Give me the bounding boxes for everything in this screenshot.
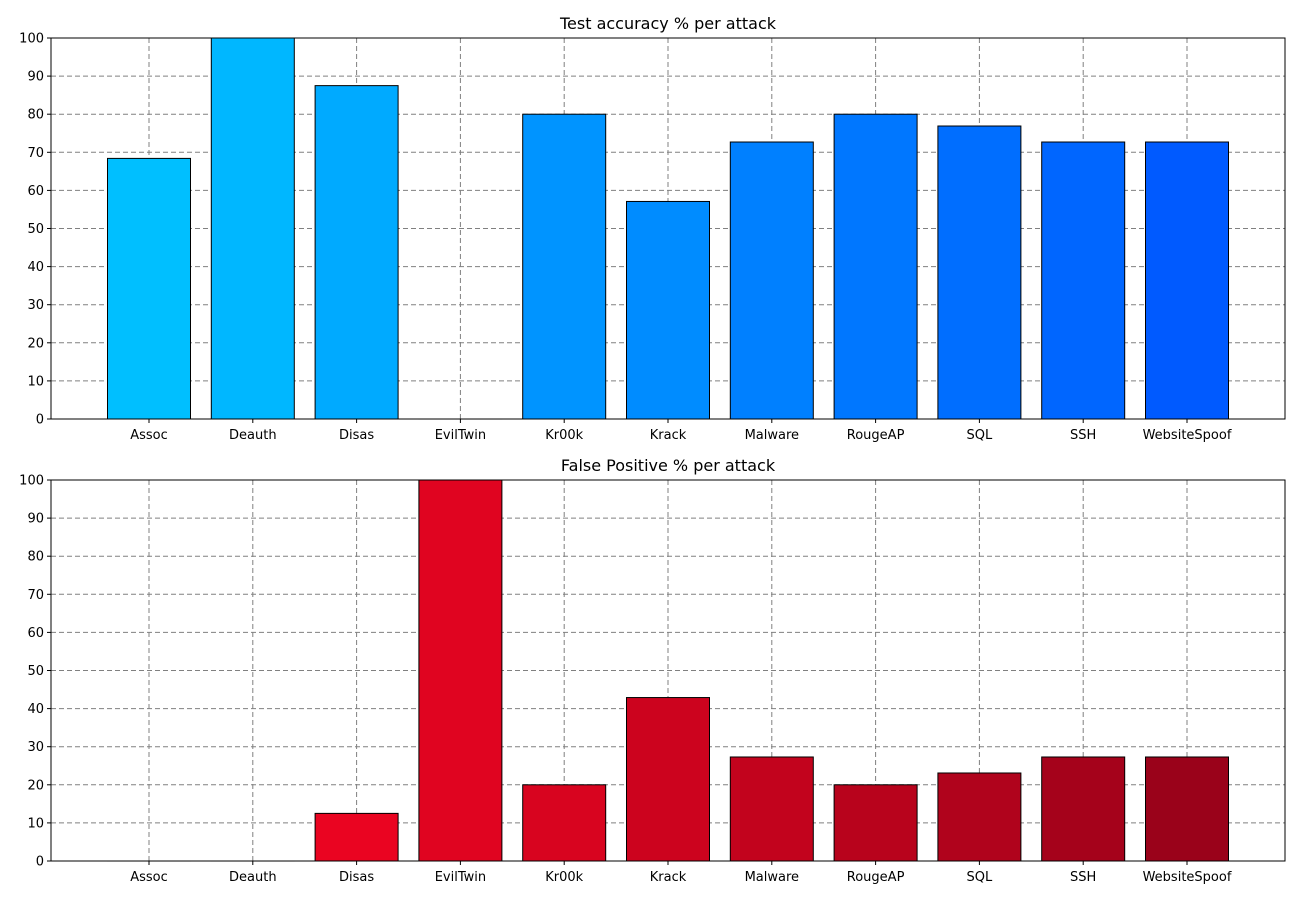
- bar-kr00k: [522, 784, 607, 862]
- x-tick-label: Malware: [745, 428, 799, 443]
- y-tick-label: 40: [27, 702, 44, 717]
- bars: [107, 37, 1229, 420]
- y-tick-label: 10: [27, 816, 44, 831]
- bar-sql: [937, 125, 1022, 420]
- x-tick-label: SQL: [967, 428, 993, 443]
- y-tick-label: 20: [27, 778, 44, 793]
- bar-kr00k: [522, 113, 607, 420]
- bar-disas: [314, 85, 399, 420]
- bar-websitespoof: [1145, 141, 1229, 420]
- bar-disas: [314, 812, 399, 862]
- bar-rougeap: [833, 784, 918, 862]
- y-tick-label: 20: [27, 336, 44, 351]
- y-tick-label: 60: [27, 626, 44, 641]
- bar-ssh: [1041, 141, 1126, 420]
- y-tick-label: 80: [27, 550, 44, 565]
- y-tick-label: 50: [27, 664, 44, 679]
- y-tick-label: 90: [27, 512, 44, 527]
- y-tick-label: 30: [27, 298, 44, 313]
- x-ticks: Assoc Deauth Disas EvilTwin Kr00k Krack Malwar…: [130, 861, 1232, 885]
- y-tick-label: 100: [19, 32, 44, 47]
- bar-krack: [626, 697, 710, 862]
- x-tick-label: Assoc: [130, 428, 168, 443]
- accuracy-chart: Test accuracy % per attack 0 10 20 30 40 50 60…: [19, 14, 1286, 443]
- y-tick-label: 0: [36, 855, 44, 870]
- y-tick-label: 10: [27, 374, 44, 389]
- x-tick-label: Disas: [339, 428, 374, 443]
- x-tick-label: EvilTwin: [435, 870, 486, 885]
- y-tick-label: 0: [36, 413, 44, 428]
- x-tick-label: WebsiteSpoof: [1143, 870, 1232, 885]
- x-tick-label: Krack: [650, 870, 687, 885]
- bar-websitespoof: [1145, 756, 1229, 862]
- x-tick-label: RougeAP: [847, 428, 905, 443]
- bar-krack: [626, 200, 710, 420]
- y-tick-label: 90: [27, 70, 44, 85]
- false-positive-chart: False Positive % per attack 0 10 20 30 40 50 6…: [19, 456, 1286, 885]
- bars: [107, 479, 1229, 862]
- bar-malware: [729, 141, 814, 420]
- y-tick-label: 70: [27, 588, 44, 603]
- bar-assoc: [107, 157, 191, 420]
- bar-malware: [729, 756, 814, 862]
- y-tick-label: 30: [27, 740, 44, 755]
- bar-eviltwin: [418, 479, 503, 862]
- bar-deauth: [210, 37, 295, 420]
- x-tick-label: Kr00k: [545, 870, 583, 885]
- x-tick-label: Disas: [339, 870, 374, 885]
- x-tick-label: SSH: [1070, 870, 1096, 885]
- x-tick-label: WebsiteSpoof: [1143, 428, 1232, 443]
- chart-title: False Positive % per attack: [561, 456, 776, 475]
- y-tick-label: 80: [27, 108, 44, 123]
- y-tick-label: 40: [27, 260, 44, 275]
- x-tick-label: Krack: [650, 428, 687, 443]
- y-ticks: 0 10 20 30 40 50 60 70 80 90 100: [19, 474, 51, 870]
- x-tick-label: Kr00k: [545, 428, 583, 443]
- x-tick-label: Assoc: [130, 870, 168, 885]
- x-tick-label: EvilTwin: [435, 428, 486, 443]
- x-ticks: Assoc Deauth Disas EvilTwin Kr00k Krack Malwar…: [130, 419, 1232, 443]
- bar-sql: [937, 772, 1022, 862]
- y-ticks: 0 10 20 30 40 50 60 70 80 90 100: [19, 32, 51, 428]
- x-tick-label: SSH: [1070, 428, 1096, 443]
- y-tick-label: 50: [27, 222, 44, 237]
- y-tick-label: 100: [19, 474, 44, 489]
- x-tick-label: RougeAP: [847, 870, 905, 885]
- bar-rougeap: [833, 113, 918, 420]
- y-tick-label: 70: [27, 146, 44, 161]
- y-tick-label: 60: [27, 184, 44, 199]
- x-tick-label: Deauth: [229, 428, 277, 443]
- x-tick-label: Malware: [745, 870, 799, 885]
- x-tick-label: SQL: [967, 870, 993, 885]
- bar-ssh: [1041, 756, 1126, 862]
- chart-title: Test accuracy % per attack: [559, 14, 777, 33]
- x-tick-label: Deauth: [229, 870, 277, 885]
